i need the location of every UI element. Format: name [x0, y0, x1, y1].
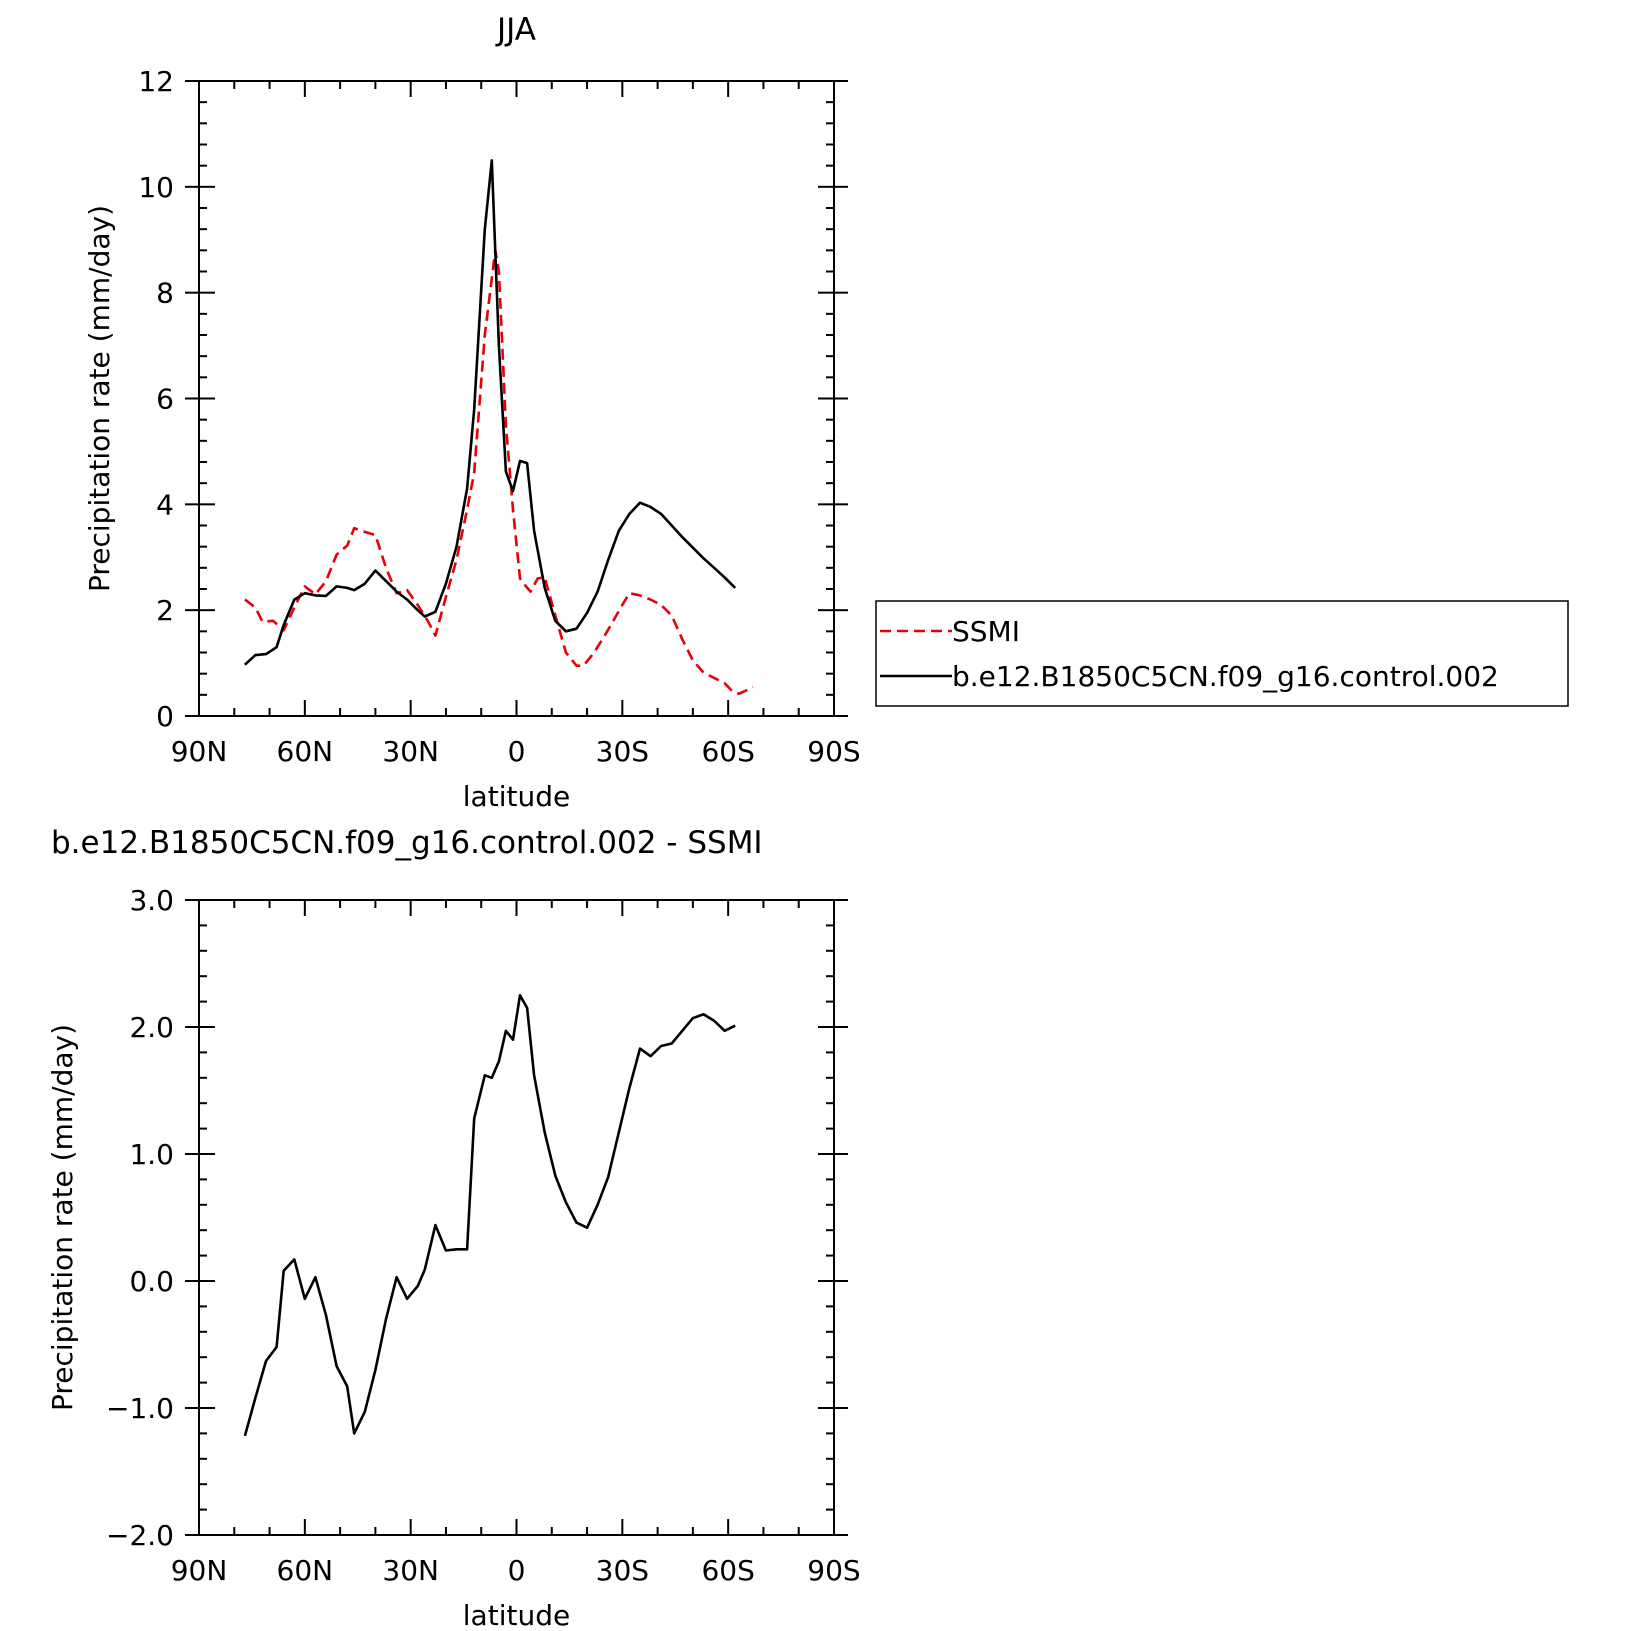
y-tick-label: 0 — [156, 700, 174, 733]
x-tick-label: 60S — [701, 735, 754, 768]
x-tick-label: 90S — [807, 735, 860, 768]
x-tick-label: 30S — [596, 735, 649, 768]
series-line-difference — [243, 994, 736, 1437]
series-line-ssmi — [244, 249, 754, 696]
panel-jja-zonal-mean: 90N 60N 30N 0 30S 60S 90S 0 2 4 6 8 10 12 JJA latitude P… — [83, 12, 1569, 813]
legend-box — [875, 600, 1569, 707]
y-tick-label: 2.0 — [129, 1011, 174, 1044]
y-tick-label: 2 — [156, 594, 174, 627]
y-tick-label: 6 — [156, 383, 174, 416]
y-tick-label: 1.0 — [129, 1138, 174, 1171]
y-tick-label: 3.0 — [129, 884, 174, 917]
x-tick-label: 30N — [382, 1554, 439, 1587]
legend-label: b.e12.B1850C5CN.f09_g16.control.002 — [952, 660, 1499, 693]
x-tick-label: 0 — [508, 1554, 526, 1587]
x-axis-label: latitude — [463, 1599, 570, 1631]
x-tick-label: 60N — [277, 1554, 334, 1587]
plot-frame — [198, 80, 835, 717]
legend-label: SSMI — [952, 615, 1020, 648]
x-axis-label: latitude — [463, 780, 570, 813]
chart-title: b.e12.B1850C5CN.f09_g16.control.002 - SS… — [51, 825, 763, 861]
y-axis-label: Precipitation rate (mm/day) — [83, 205, 116, 592]
y-tick-label: −2.0 — [106, 1519, 174, 1552]
x-tick-label: 60N — [277, 735, 334, 768]
y-tick-label: 12 — [138, 65, 174, 98]
y-tick-label: −1.0 — [106, 1392, 174, 1425]
y-tick-label: 10 — [138, 171, 174, 204]
legend: SSMI b.e12.B1850C5CN.f09_g16.control.002 — [875, 600, 1569, 707]
y-tick-label: 0.0 — [129, 1265, 174, 1298]
y-tick-label: 4 — [156, 488, 174, 521]
y-tick-label: 8 — [156, 277, 174, 310]
x-tick-label: 30S — [596, 1554, 649, 1587]
x-tick-label: 0 — [508, 735, 526, 768]
plot-frame — [198, 899, 835, 1536]
x-tick-label: 90N — [171, 735, 228, 768]
series-line-b-e12-b1850c5cn-f09-g16-control-002 — [244, 159, 737, 666]
y-axis-label: Precipitation rate (mm/day) — [46, 1024, 79, 1411]
x-tick-label: 30N — [382, 735, 439, 768]
chart-title: JJA — [495, 12, 536, 48]
x-tick-label: 90N — [171, 1554, 228, 1587]
x-tick-label: 60S — [701, 1554, 754, 1587]
panel-difference: 90N 60N 30N 0 30S 60S 90S −2.0 −1.0 0.0 1.0 2.0 3.0 b… — [46, 825, 861, 1631]
x-tick-label: 90S — [807, 1554, 860, 1587]
